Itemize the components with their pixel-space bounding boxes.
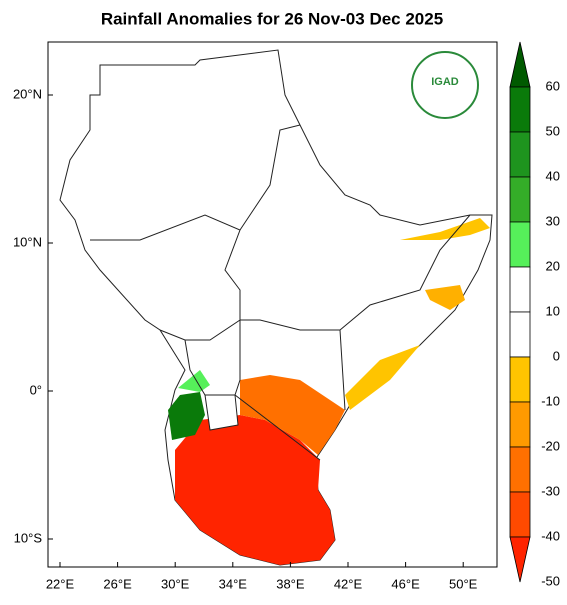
rainfall-anomaly xyxy=(168,218,490,565)
colorbar-segment xyxy=(509,266,531,313)
border-uganda-kenya xyxy=(234,320,241,396)
lat-label: 0° xyxy=(30,382,42,397)
lon-label: 30°E xyxy=(161,576,190,591)
colorbar-label: 20 xyxy=(546,258,560,273)
colorbar-label: -10 xyxy=(541,393,560,408)
lon-label: 22°E xyxy=(46,576,75,591)
colorbar-label: 50 xyxy=(546,123,560,138)
deficit-somalia xyxy=(425,285,465,310)
border-south-sudan xyxy=(90,214,241,341)
logo-text: IGAD xyxy=(431,76,459,88)
colorbar-segment xyxy=(509,221,531,268)
lon-label: 46°E xyxy=(391,576,420,591)
surplus-light xyxy=(178,370,210,392)
deficit-red xyxy=(175,415,335,565)
colorbar-segment xyxy=(509,356,531,403)
logo: IGAD xyxy=(411,51,479,119)
colorbar-label: -20 xyxy=(541,438,560,453)
lon-label: 50°E xyxy=(449,576,478,591)
surplus-west xyxy=(168,392,205,440)
border-ethiopia xyxy=(239,124,301,231)
lake-victoria xyxy=(204,394,239,431)
lon-label: 34°E xyxy=(219,576,248,591)
lat-label: 10°S xyxy=(14,530,43,545)
colorbar-segment xyxy=(509,131,531,178)
colorbar-label: -50 xyxy=(541,573,560,588)
colorbar-segment xyxy=(509,536,531,583)
colorbar-label: 0 xyxy=(553,348,560,363)
colorbar-label: -40 xyxy=(541,528,560,543)
colorbar-label: 10 xyxy=(546,303,560,318)
colorbar-segment xyxy=(509,86,531,133)
deficit-orange xyxy=(240,375,345,455)
lon-label: 26°E xyxy=(103,576,132,591)
border-kenya-somalia xyxy=(339,329,346,411)
colorbar-segment xyxy=(509,41,531,88)
lat-label: 10°N xyxy=(13,234,42,249)
colorbar-segment xyxy=(509,176,531,223)
deficit-yellow xyxy=(345,345,420,410)
border-kenya-tanzania xyxy=(184,339,321,461)
colorbar-segment xyxy=(509,446,531,493)
colorbar-segment xyxy=(509,491,531,538)
lat-label: 20°N xyxy=(13,86,42,101)
colorbar-segment xyxy=(509,401,531,448)
lon-label: 38°E xyxy=(276,576,305,591)
colorbar-label: 60 xyxy=(546,78,560,93)
deficit-horn xyxy=(400,218,490,240)
colorbar-label: -30 xyxy=(541,483,560,498)
colorbar-label: 30 xyxy=(546,213,560,228)
colorbar-segment xyxy=(509,311,531,358)
colorbar-label: 40 xyxy=(546,168,560,183)
lon-label: 42°E xyxy=(334,576,363,591)
map-title: Rainfall Anomalies for 26 Nov-03 Dec 202… xyxy=(101,9,443,28)
border-ethiopia-south xyxy=(240,214,471,331)
borders xyxy=(90,124,471,461)
logo-ring xyxy=(411,51,479,119)
